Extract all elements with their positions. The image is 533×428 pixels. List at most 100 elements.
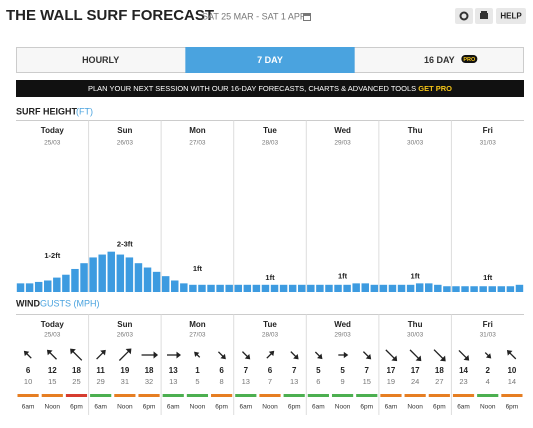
surf-label: 1-2ft <box>44 251 60 260</box>
time-label: 6pm <box>288 404 301 411</box>
arrow-shaft <box>72 350 83 361</box>
wind-speed: 5 <box>340 366 345 375</box>
wind-speed: 17 <box>411 366 420 375</box>
tab[interactable] <box>185 47 355 73</box>
wind-gust: 19 <box>387 377 395 386</box>
arrow-head <box>194 351 200 357</box>
surf-bar <box>89 257 97 292</box>
surf-bar <box>452 286 460 292</box>
promo-message: PLAN YOUR NEXT SESSION WITH OUR 16-DAY F… <box>88 84 416 93</box>
time-label: 6pm <box>70 404 83 411</box>
arrow-head <box>125 348 132 355</box>
surf-bar <box>216 284 224 292</box>
wind-speed: 5 <box>316 366 321 375</box>
arrow-head <box>293 353 299 360</box>
arrow-shaft <box>385 349 396 360</box>
tab-label: 7 DAY <box>257 55 283 65</box>
day-name: Thu <box>408 126 423 135</box>
time-label: 6pm <box>360 404 373 411</box>
settings-button[interactable] <box>455 8 473 24</box>
calendar-icon <box>303 13 311 21</box>
surf-bar <box>143 267 152 292</box>
surf-bar <box>334 284 342 292</box>
arrow-shaft <box>314 351 321 358</box>
wind-gust: 13 <box>242 377 250 386</box>
arrow-shaft <box>458 349 468 359</box>
surf-bar <box>171 280 179 292</box>
wind-speed: 1 <box>195 366 200 375</box>
day-date: 26/03 <box>117 140 134 147</box>
wind-speed: 6 <box>26 366 31 375</box>
day-date: 28/03 <box>262 140 279 147</box>
rating-bar <box>404 394 426 397</box>
day-name: Mon <box>189 320 206 329</box>
wind-speed: 18 <box>435 366 444 375</box>
wind-speed: 12 <box>48 366 57 375</box>
arrow-shaft <box>217 351 224 358</box>
wind-gust: 23 <box>459 377 467 386</box>
wind-arrow <box>194 351 201 358</box>
arrow-head <box>46 349 53 356</box>
wind-gust: 27 <box>435 377 443 386</box>
rating-bar <box>114 394 136 397</box>
day-name: Wed <box>334 126 351 135</box>
wind-arrow <box>70 348 83 361</box>
title: THE WALL SURF FORECAST <box>6 7 214 24</box>
day-name: Fri <box>483 320 493 329</box>
surf-bar <box>16 283 25 292</box>
time-label: Noon <box>262 404 278 411</box>
surf-bar <box>434 284 442 292</box>
surf-bar <box>325 284 333 292</box>
day-date: 27/03 <box>189 140 206 147</box>
wind-gust: 4 <box>486 377 490 386</box>
arrow-head <box>100 349 106 356</box>
section-unit: GUSTS (MPH) <box>40 298 100 308</box>
surf-bar <box>270 284 279 292</box>
wind-gust: 15 <box>363 377 371 386</box>
surf-bar <box>388 284 397 292</box>
help-button[interactable]: HELP <box>496 8 526 24</box>
rating-bar <box>235 394 257 397</box>
section-unit: (FT) <box>76 106 93 116</box>
day-date: 30/03 <box>407 332 424 339</box>
wind-arrow <box>362 351 372 360</box>
surf-bar <box>461 286 469 292</box>
wind-gust: 25 <box>72 377 80 386</box>
wind-arrow <box>118 348 132 361</box>
wind-arrow <box>484 352 492 359</box>
promo-banner[interactable] <box>16 80 524 97</box>
day-date: 28/03 <box>262 332 279 339</box>
promo-link[interactable]: GET PRO <box>418 84 452 93</box>
wind-gust: 9 <box>340 377 344 386</box>
surf-bar <box>279 284 288 292</box>
day-date: 26/03 <box>117 332 134 339</box>
surf-bar <box>125 257 134 292</box>
wind-gust: 32 <box>145 377 153 386</box>
time-label: 6am <box>94 404 107 411</box>
print-button[interactable] <box>475 8 493 24</box>
arrow-head <box>268 350 275 357</box>
arrow-head <box>365 353 372 360</box>
rating-bar <box>41 394 63 397</box>
day-date: 31/03 <box>480 140 497 147</box>
surf-bar <box>98 254 106 292</box>
day-date: 25/03 <box>44 332 61 339</box>
surf-bar <box>44 280 52 292</box>
day-date: 29/03 <box>334 140 351 147</box>
wind-arrow <box>23 350 32 359</box>
surf-bar <box>506 286 515 292</box>
wind-speed: 19 <box>120 366 129 375</box>
arrow-head <box>463 355 470 361</box>
surf-label: 1ft <box>193 264 203 273</box>
rating-bar <box>138 394 160 397</box>
wind-gust: 13 <box>290 377 298 386</box>
rating-bar <box>356 394 378 397</box>
arrow-head <box>220 353 226 360</box>
date-range: SAT 25 MAR - SAT 1 APR <box>202 11 307 21</box>
wind-arrow <box>385 349 398 362</box>
wind-arrow <box>314 351 323 360</box>
wind-speed: 13 <box>169 366 178 375</box>
surf-bar <box>225 284 233 292</box>
surf-bar <box>80 263 88 292</box>
